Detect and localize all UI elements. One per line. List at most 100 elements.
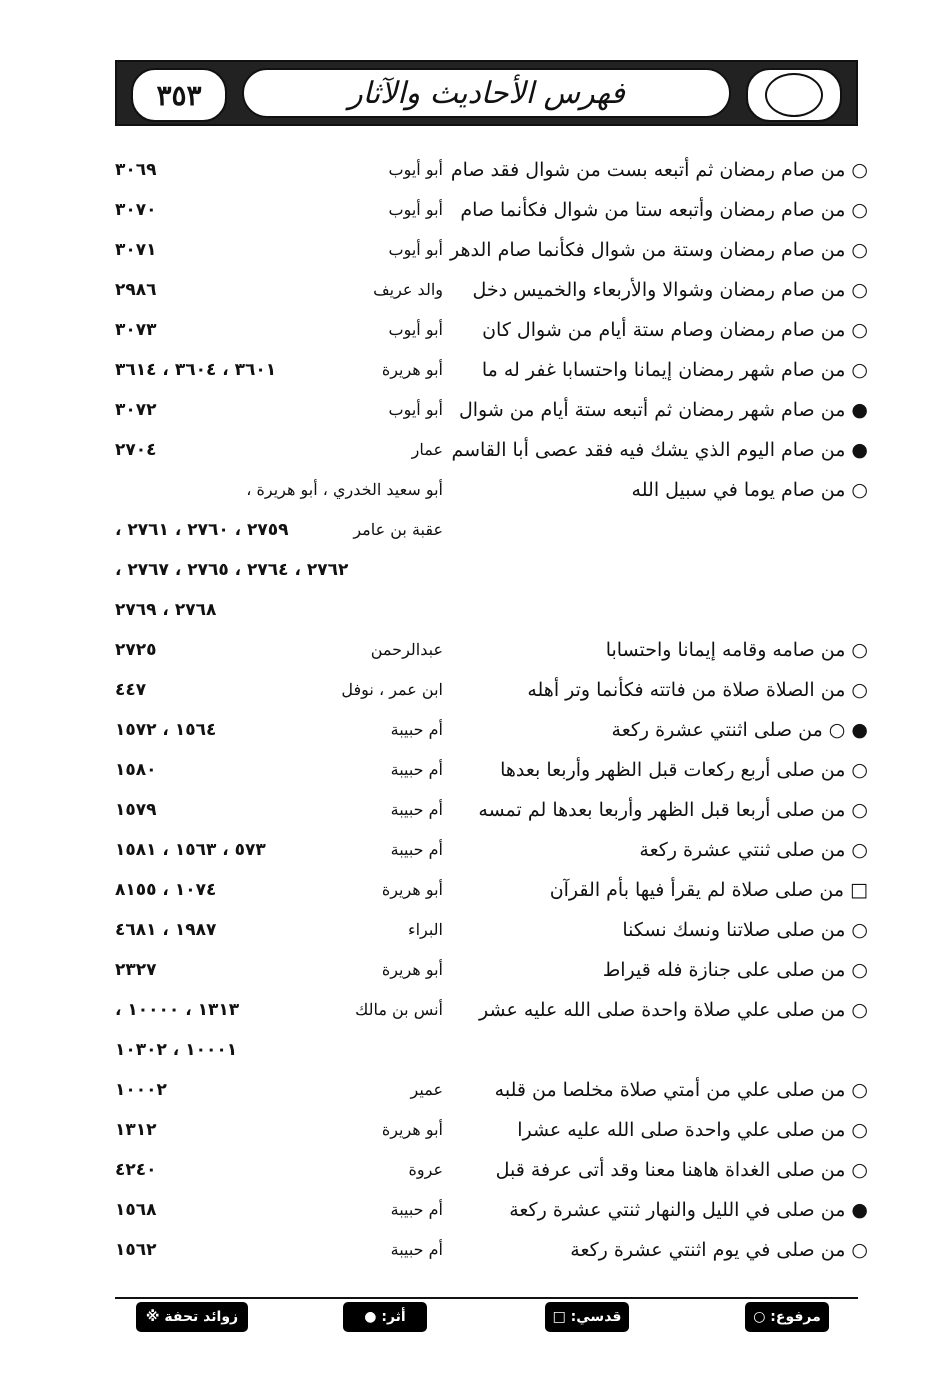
index-entry: ○ من صلى علي من أمتي صلاة مخلصا من قلبه ع… — [0, 1072, 942, 1108]
narrator: والد عريف — [373, 280, 443, 299]
narrator: أبو أيوب — [388, 320, 443, 339]
hadith-numbers: ١٠٧٤ ، ٨١٥٥ — [115, 880, 217, 900]
narrator: أبو أيوب — [388, 200, 443, 219]
hadith-numbers: ٢٧٢٥ — [115, 640, 157, 660]
hadith-numbers: ٢٧٠٤ — [115, 440, 157, 460]
hadith-numbers: ٢٧٥٩ ، ٢٧٦٠ ، ٢٧٦١ ، — [115, 520, 289, 540]
index-entry: ٢٧٦٢ ، ٢٧٦٤ ، ٢٧٦٥ ، ٢٧٦٧ ، — [0, 552, 942, 588]
narrator: أم حبيبة — [390, 720, 443, 739]
hadith-numbers: ٢٧٦٢ ، ٢٧٦٤ ، ٢٧٦٥ ، ٢٧٦٧ ، — [115, 560, 349, 580]
index-entry: ● من صام اليوم الذي يشك فيه فقد عصى أبا … — [0, 432, 942, 468]
hadith-text: ○ من صلى أربعا قبل الظهر وأربعا بعدها لم… — [478, 799, 868, 821]
hadith-text: ○ من الصلاة صلاة من فاتته فكأنما وتر أهل… — [527, 679, 868, 701]
index-entry: ○ من صام رمضان ثم أتبعه بست من شوال فقد … — [0, 152, 942, 188]
hadith-text: ○ من صام رمضان وصام ستة أيام من شوال كان — [482, 319, 868, 341]
narrator: أم حبيبة — [390, 840, 443, 859]
index-entry: ١٠٠٠١ ، ١٠٣٠٢ — [0, 1032, 942, 1068]
legend-qudsi: قدسي: □ — [545, 1302, 629, 1332]
index-entry: ● من صام شهر رمضان ثم أتبعه ستة أيام من … — [0, 392, 942, 428]
hadith-text: ○ من صلى على جنازة فله قيراط — [602, 959, 868, 981]
index-entry: ٢٧٦٨ ، ٢٧٦٩ — [0, 592, 942, 628]
index-entry: ○ من صام شهر رمضان إيمانا واحتسابا غفر ل… — [0, 352, 942, 388]
hadith-text: ○ من صلى علي صلاة واحدة صلى الله عليه عش… — [479, 999, 868, 1021]
narrator: أم حبيبة — [390, 1240, 443, 1259]
narrator: عمار — [411, 440, 443, 459]
narrator: أبو أيوب — [388, 160, 443, 179]
index-entry: ○ من صلى علي صلاة واحدة صلى الله عليه عش… — [0, 992, 942, 1028]
hadith-numbers: ٣٠٧٣ — [115, 320, 157, 340]
hadith-text: ○ من صام شهر رمضان إيمانا واحتسابا غفر ل… — [481, 359, 868, 381]
hadith-numbers: ٥٧٣ ، ١٥٦٣ ، ١٥٨١ — [115, 840, 266, 860]
index-entry: ○ من صلى على جنازة فله قيراط أبو هريرة ٢٣٢… — [0, 952, 942, 988]
narrator: عمير — [410, 1080, 443, 1099]
hadith-numbers: ١٩٨٧ ، ٤٦٨١ — [115, 920, 217, 940]
hadith-text: ○ من صلى ثنتي عشرة ركعة — [639, 839, 868, 861]
narrator: أبو أيوب — [388, 240, 443, 259]
narrator: عبدالرحمن — [370, 640, 443, 659]
hadith-text: ○ من صام رمضان وشوالا والأربعاء والخميس … — [472, 279, 868, 301]
footer-divider — [115, 1297, 858, 1299]
hadith-text: ○ من صلى في يوم اثنتي عشرة ركعة — [570, 1239, 868, 1261]
index-entry: ○ من صام رمضان وأتبعه ستا من شوال فكأنما… — [0, 192, 942, 228]
hadith-text: ○ من صلى علي من أمتي صلاة مخلصا من قلبه — [494, 1079, 868, 1101]
index-entry: ○ من الصلاة صلاة من فاتته فكأنما وتر أهل… — [0, 672, 942, 708]
narrator: أم حبيبة — [390, 760, 443, 779]
hadith-text: ○ من صلى أربع ركعات قبل الظهر وأربعا بعد… — [500, 759, 868, 781]
hadith-numbers: ١٥٦٤ ، ١٥٧٢ — [115, 720, 217, 740]
hadith-text: ○ من صلى الغداة هاهنا معنا وقد أتى عرفة … — [495, 1159, 868, 1181]
narrator: أبو هريرة — [381, 1120, 443, 1139]
narrator: أبو هريرة — [381, 360, 443, 379]
hadith-numbers: ٣٦٠١ ، ٣٦٠٤ ، ٣٦١٤ — [115, 360, 277, 380]
narrator: أنس بن مالك — [355, 1000, 443, 1019]
hadith-numbers: ٣٠٧١ — [115, 240, 157, 260]
index-entry: ○ من صلى أربع ركعات قبل الظهر وأربعا بعد… — [0, 752, 942, 788]
narrator: أبو هريرة — [381, 960, 443, 979]
hadith-text: ○ من صام رمضان وستة من شوال فكأنما صام ا… — [450, 239, 868, 261]
index-entry: ○ من صام رمضان وشوالا والأربعاء والخميس … — [0, 272, 942, 308]
legend-zawaid: زوائد تحفة ※ — [136, 1302, 248, 1332]
index-entry: ○ من صام يوما في سبيل الله أبو سعيد الخدر… — [0, 472, 942, 508]
narrator: ابن عمر ، نوفل — [341, 680, 443, 699]
index-entry: ○ من صلى صلاتنا ونسك نسكنا البراء ١٩٨٧ ، ٤… — [0, 912, 942, 948]
index-entry: ● ○ من صلى اثنتي عشرة ركعة أم حبيبة ١٥٦٤ ،… — [0, 712, 942, 748]
hadith-text: ○ من صلى علي واحدة صلى الله عليه عشرا — [517, 1119, 868, 1141]
narrator: عروة — [408, 1160, 443, 1179]
hadith-numbers: ١٣١٢ — [115, 1120, 157, 1140]
narrator: البراء — [408, 920, 443, 939]
page-title: فهرس الأحاديث والآثار — [242, 68, 731, 118]
hadith-numbers: ١٣١٣ ، ١٠٠٠٠ ، — [115, 1000, 240, 1020]
seal-logo-icon — [746, 68, 842, 122]
hadith-numbers: ١٥٧٩ — [115, 800, 157, 820]
hadith-numbers: ١٥٨٠ — [115, 760, 157, 780]
narrator: أبو أيوب — [388, 400, 443, 419]
hadith-numbers: ٤٢٤٠ — [115, 1160, 157, 1180]
hadith-numbers: ١٥٦٢ — [115, 1240, 157, 1260]
hadith-numbers: ٤٤٧ — [115, 680, 147, 700]
hadith-numbers: ٢٣٢٧ — [115, 960, 157, 980]
hadith-numbers: ٢٧٦٨ ، ٢٧٦٩ — [115, 600, 217, 620]
index-entry: ○ من صلى أربعا قبل الظهر وأربعا بعدها لم… — [0, 792, 942, 828]
index-entry: ○ من صامه وقامه إيمانا واحتسابا عبدالرحمن… — [0, 632, 942, 668]
hadith-numbers: ٣٠٦٩ — [115, 160, 157, 180]
page-number: ٣٥٣ — [131, 68, 227, 122]
hadith-text: ○ من صام رمضان وأتبعه ستا من شوال فكأنما… — [460, 199, 868, 221]
hadith-numbers: ٣٠٧٢ — [115, 400, 157, 420]
index-entry: ○ من صلى ثنتي عشرة ركعة أم حبيبة ٥٧٣ ، ١٥٦… — [0, 832, 942, 868]
narrator: أبو سعيد الخدري ، أبو هريرة ، — [246, 480, 443, 499]
index-entry: ○ من صلى علي واحدة صلى الله عليه عشرا أبو… — [0, 1112, 942, 1148]
hadith-text: ○ من صام رمضان ثم أتبعه بست من شوال فقد … — [450, 159, 868, 181]
index-entry: □ من صلى صلاة لم يقرأ فيها بأم القرآن أبو… — [0, 872, 942, 908]
page-header-frame: ٣٥٣ فهرس الأحاديث والآثار — [115, 60, 858, 126]
narrator: عقبة بن عامر — [353, 520, 443, 539]
narrator: أم حبيبة — [390, 1200, 443, 1219]
hadith-text: ● من صلى في الليل والنهار ثنتي عشرة ركعة — [509, 1199, 868, 1221]
hadith-numbers: ٢٩٨٦ — [115, 280, 157, 300]
hadith-text: ○ من صام يوما في سبيل الله — [631, 479, 868, 501]
legend-athar: أثر: ● — [343, 1302, 427, 1332]
index-entry: ● من صلى في الليل والنهار ثنتي عشرة ركعة… — [0, 1192, 942, 1228]
index-entry: عقبة بن عامر ٢٧٥٩ ، ٢٧٦٠ ، ٢٧٦١ ، — [0, 512, 942, 548]
index-entry: ○ من صام رمضان وستة من شوال فكأنما صام ا… — [0, 232, 942, 268]
hadith-text: ● من صام اليوم الذي يشك فيه فقد عصى أبا … — [451, 439, 868, 461]
index-entry: ○ من صلى في يوم اثنتي عشرة ركعة أم حبيبة ١… — [0, 1232, 942, 1268]
